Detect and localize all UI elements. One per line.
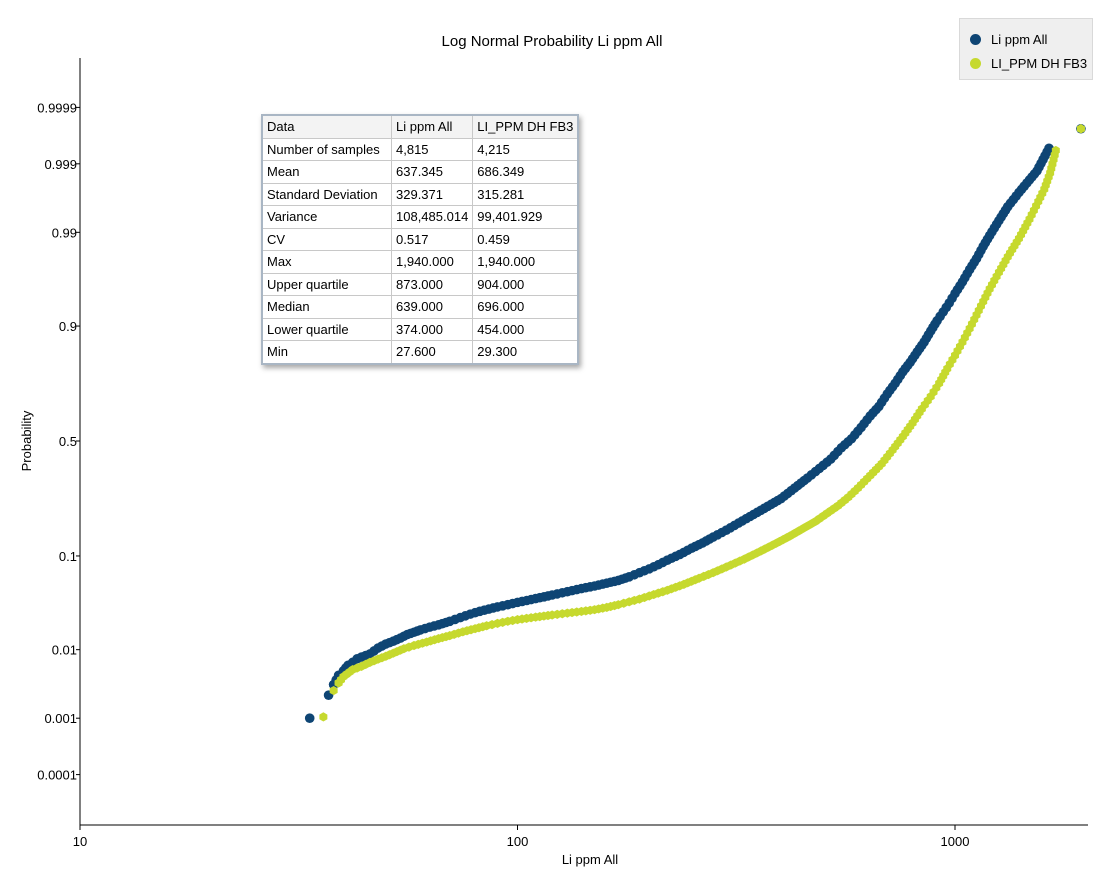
y-tick-label: 0.5 xyxy=(59,434,77,449)
table-cell: Median xyxy=(261,295,392,319)
table-cell: 0.517 xyxy=(390,227,474,251)
table-row: CV 0.517 0.459 xyxy=(261,227,579,251)
x-axis-label: Li ppm All xyxy=(562,852,618,867)
y-axis-label: Probability xyxy=(19,410,34,471)
table-row: Median 639.000 696.000 xyxy=(261,295,579,319)
header-cell: Data xyxy=(261,114,392,139)
table-cell: 99,401.929 xyxy=(472,205,579,229)
x-tick-label: 10 xyxy=(73,834,87,849)
table-cell: 696.000 xyxy=(472,295,579,319)
data-point xyxy=(1044,143,1054,154)
table-cell: 1,940.000 xyxy=(472,250,579,274)
data-point xyxy=(304,713,315,723)
y-tick-label: 0.9 xyxy=(59,319,77,334)
table-cell: 637.345 xyxy=(390,160,474,184)
table-row: Standard Deviation 329.371 315.281 xyxy=(261,182,579,206)
table-row: Max 1,940.000 1,940.000 xyxy=(261,250,579,274)
legend-item-li-ppm-all[interactable]: Li ppm All xyxy=(970,27,1092,51)
x-axis-ticks: 10 100 1000 xyxy=(73,825,970,849)
chart-title: Log Normal Probability Li ppm All xyxy=(442,33,663,50)
table-cell: Mean xyxy=(261,160,392,184)
table-cell: 639.000 xyxy=(390,295,474,319)
table-cell: Max xyxy=(261,250,392,274)
x-tick-label: 1000 xyxy=(941,834,970,849)
y-tick-label: 0.999 xyxy=(44,157,77,172)
data-point xyxy=(319,712,328,722)
y-tick-label: 0.0001 xyxy=(37,768,77,783)
table-cell: Number of samples xyxy=(261,137,392,161)
header-cell: Li ppm All xyxy=(390,114,474,139)
table-row: Upper quartile 873.000 904.000 xyxy=(261,272,579,296)
table-cell: 873.000 xyxy=(390,272,474,296)
table-cell: 686.349 xyxy=(472,160,579,184)
legend-label: LI_PPM DH FB3 xyxy=(991,55,1088,71)
table-cell: 329.371 xyxy=(390,182,474,206)
y-tick-label: 0.001 xyxy=(44,711,77,726)
table-cell: Upper quartile xyxy=(261,272,392,296)
chart-legend: Li ppm All LI_PPM DH FB3 xyxy=(959,18,1093,80)
table-header-row: Data Li ppm All LI_PPM DH FB3 xyxy=(261,114,579,139)
header-cell: LI_PPM DH FB3 xyxy=(472,114,579,139)
table-cell: 4,815 xyxy=(390,137,474,161)
table-cell: CV xyxy=(261,227,392,251)
table-cell: 454.000 xyxy=(472,317,579,341)
y-tick-label: 0.1 xyxy=(59,549,77,564)
table-cell: 0.459 xyxy=(472,227,579,251)
table-cell: 4,215 xyxy=(472,137,579,161)
y-tick-label: 0.99 xyxy=(52,225,77,240)
table-cell: Min xyxy=(261,340,392,364)
table-row: Number of samples 4,815 4,215 xyxy=(261,137,579,161)
data-point xyxy=(1051,145,1060,156)
table-cell: 315.281 xyxy=(472,182,579,206)
table-cell: 374.000 xyxy=(390,317,474,341)
y-tick-label: 0.9999 xyxy=(37,100,77,115)
table-cell: Lower quartile xyxy=(261,317,392,341)
legend-item-li-ppm-dh-fb3[interactable]: LI_PPM DH FB3 xyxy=(970,51,1092,75)
table-cell: 27.600 xyxy=(390,340,474,364)
table-row: Mean 637.345 686.349 xyxy=(261,160,579,184)
table-cell: Standard Deviation xyxy=(261,182,392,206)
table-cell: Variance xyxy=(261,205,392,229)
table-row: Min 27.600 29.300 xyxy=(261,340,579,364)
series-li-ppm-all xyxy=(304,123,1086,723)
y-tick-label: 0.01 xyxy=(52,643,77,658)
y-axis-ticks: 0.0001 0.001 0.01 0.1 0.5 0.9 0.99 0.999 0.9999 xyxy=(37,100,80,783)
table-cell: 904.000 xyxy=(472,272,579,296)
data-point xyxy=(329,685,338,696)
table-row: Variance 108,485.014 99,401.929 xyxy=(261,205,579,229)
table-cell: 108,485.014 xyxy=(390,205,474,229)
table-row: Lower quartile 374.000 454.000 xyxy=(261,317,579,341)
series-li-ppm-dh-fb3 xyxy=(319,124,1085,722)
legend-label: Li ppm All xyxy=(991,31,1048,47)
statistics-table: Data Li ppm All LI_PPM DH FB3 Number of … xyxy=(261,114,580,365)
x-tick-label: 100 xyxy=(507,834,529,849)
legend-hexagon-icon xyxy=(970,57,981,69)
table-cell: 29.300 xyxy=(472,340,579,364)
legend-circle-icon xyxy=(970,33,981,45)
table-cell: 1,940.000 xyxy=(390,250,474,274)
data-point xyxy=(1076,124,1085,134)
